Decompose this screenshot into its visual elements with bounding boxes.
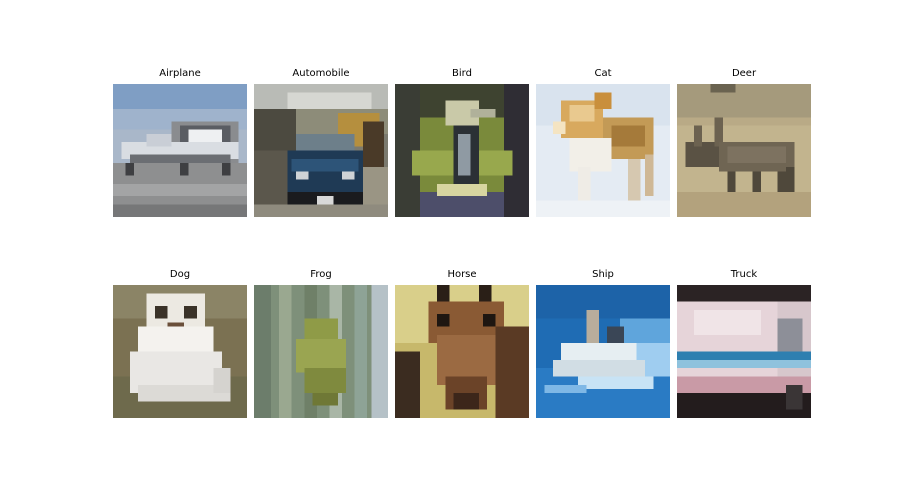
dog-image (113, 285, 247, 418)
panel-caption: Truck (730, 269, 758, 280)
panel-caption: Ship (592, 269, 614, 280)
panel-caption: Airplane (159, 68, 201, 79)
airplane-image (113, 84, 247, 217)
panel-caption: Automobile (292, 68, 350, 79)
panel-caption: Bird (452, 68, 472, 79)
cat-image (536, 84, 670, 217)
frog-image (254, 285, 388, 418)
panel-caption: Frog (310, 269, 332, 280)
automobile-image (254, 84, 388, 217)
panel-caption: Horse (447, 269, 477, 280)
ship-image (536, 285, 670, 418)
panel-caption: Cat (594, 68, 612, 79)
panel-caption: Dog (169, 269, 191, 280)
deer-image (677, 84, 811, 217)
panel-caption: Deer (731, 68, 757, 79)
bird-image (395, 84, 529, 217)
truck-image (677, 285, 811, 418)
horse-image (395, 285, 529, 418)
